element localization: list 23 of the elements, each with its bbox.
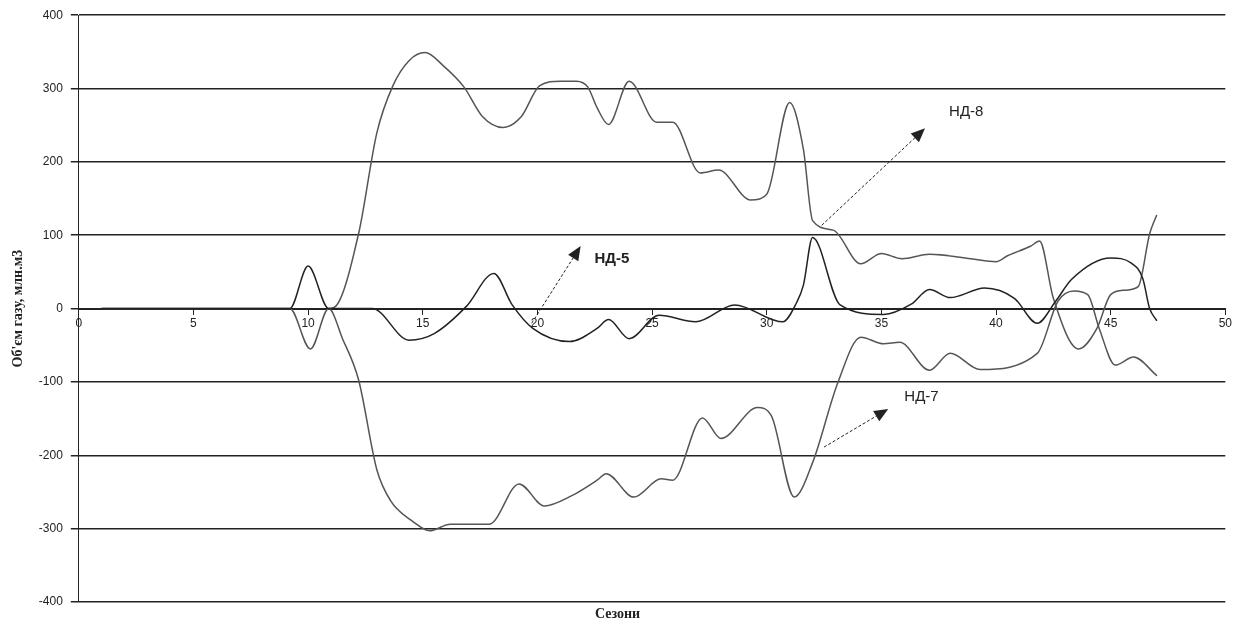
y-tick-label: -200 <box>38 447 64 462</box>
y-tick-label: -300 <box>38 520 64 535</box>
y-tick-label: 0 <box>56 300 64 315</box>
annotation: НД-5 <box>594 248 630 266</box>
x-tick-label: 35 <box>874 316 889 331</box>
x-tick-label: 50 <box>1218 316 1233 331</box>
y-tick-label: 300 <box>42 80 64 95</box>
y-tick-label: 400 <box>42 7 64 22</box>
x-tick-label: 45 <box>1104 316 1118 331</box>
x-tick-label: 10 <box>301 316 316 331</box>
x-axis-title: Сезони <box>594 606 641 621</box>
x-tick-label: 5 <box>190 316 198 331</box>
y-tick-label: 100 <box>42 227 64 242</box>
y-tick-label: -400 <box>38 594 64 609</box>
x-tick-label: 15 <box>416 316 430 331</box>
y-tick-label: -100 <box>38 374 64 389</box>
x-tick-label: 20 <box>530 316 545 331</box>
x-tick-label: 25 <box>645 316 660 331</box>
y-tick-label: 200 <box>42 154 64 169</box>
annotation: НД-8 <box>949 102 984 120</box>
annotation: НД-7 <box>904 387 939 405</box>
x-tick-label: 40 <box>989 316 1004 331</box>
y-axis-title: Об'єм газу, млн.м3 <box>10 249 26 368</box>
